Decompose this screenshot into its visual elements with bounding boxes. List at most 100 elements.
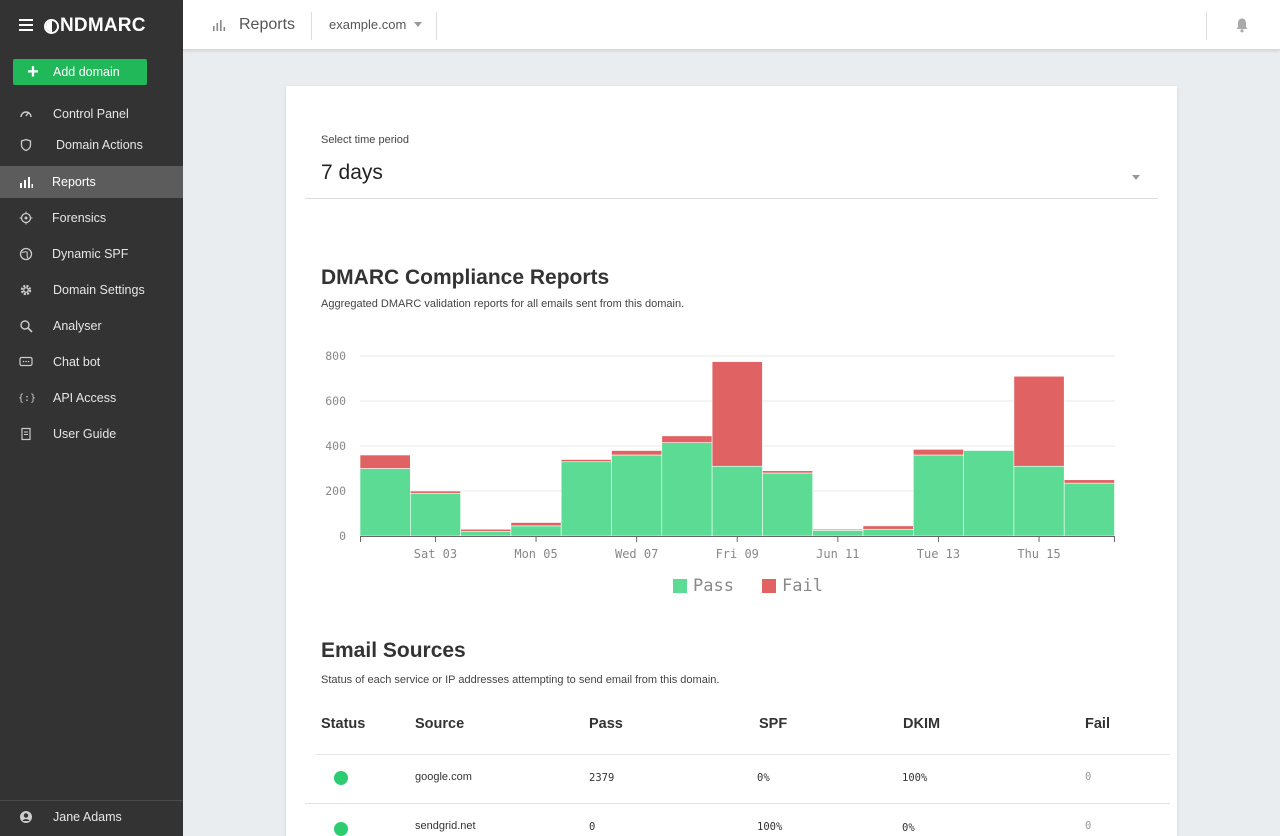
- bar-pass: [560, 461, 612, 537]
- x-tick-label: Jun 11: [816, 547, 859, 561]
- bar-fail: [359, 454, 411, 469]
- sidebar-item-control-panel[interactable]: Control Panel: [0, 98, 183, 130]
- logo-mark-icon: [44, 18, 59, 34]
- bar-chart-icon: [19, 175, 33, 189]
- column-header-source[interactable]: Source: [415, 716, 465, 732]
- sidebar-item-forensics[interactable]: Forensics: [0, 202, 183, 234]
- sidebar-item-domain-settings[interactable]: Domain Settings: [0, 274, 183, 306]
- sidebar-item-reports[interactable]: Reports: [0, 166, 183, 198]
- dmarc-compliance-chart: 0 200 400 600 800 Sat 03 Mon 05 Wed 07 Fri 09 Jun…: [325, 349, 1115, 596]
- search-icon: [19, 319, 33, 333]
- bar-fail: [1063, 479, 1115, 484]
- x-tick-label: Thu 15: [1017, 547, 1060, 561]
- user-profile[interactable]: Jane Adams: [0, 801, 183, 833]
- sidebar-item-label: Forensics: [52, 211, 107, 225]
- divider: [1206, 12, 1207, 40]
- x-tick-label: Sat 03: [414, 547, 457, 561]
- bar-pass: [711, 465, 763, 537]
- table-header-divider: [317, 754, 1170, 755]
- caret-down-icon: [1132, 175, 1140, 180]
- bar-fail: [560, 459, 612, 463]
- braces-icon: {:}: [17, 392, 37, 404]
- bar-pass: [963, 450, 1015, 537]
- sidebar-item-analyser[interactable]: Analyser: [0, 310, 183, 342]
- globe-icon: [19, 247, 33, 261]
- bar-fail: [912, 449, 964, 456]
- bar-pass: [611, 454, 663, 537]
- spf-cell: 0%: [757, 772, 770, 784]
- bar-fail: [510, 522, 562, 527]
- y-tick-label: 0: [339, 529, 346, 543]
- sidebar-divider: [0, 800, 183, 801]
- hamburger-menu-icon[interactable]: [19, 19, 33, 31]
- brand-bar: NDMARC: [0, 0, 183, 50]
- email-sources-title: Email Sources: [321, 639, 466, 662]
- bar-pass: [661, 442, 713, 537]
- bar-fail: [1013, 375, 1065, 467]
- y-tick-label: 600: [325, 394, 346, 408]
- sidebar-item-dynamic-spf[interactable]: Dynamic SPF: [0, 238, 183, 270]
- gauge-icon: [19, 107, 33, 121]
- bar-fail: [460, 528, 512, 532]
- status-indicator-icon: [334, 822, 348, 836]
- domain-selector-value: example.com: [329, 17, 407, 32]
- bell-icon[interactable]: [1234, 17, 1250, 33]
- legend-label-fail: Fail: [782, 576, 823, 596]
- sidebar-item-label: Domain Settings: [53, 283, 145, 297]
- book-icon: [19, 427, 33, 441]
- legend-swatch-pass: [673, 579, 687, 593]
- column-header-status[interactable]: Status: [321, 716, 366, 732]
- fail-cell: 0: [1085, 820, 1092, 832]
- fail-cell: 0: [1085, 771, 1092, 783]
- source-cell: google.com: [415, 771, 472, 783]
- time-period-value: 7 days: [321, 161, 383, 184]
- table-row[interactable]: sendgrid.net 0 100% 0% 0: [286, 804, 1177, 836]
- sidebar-item-label: Control Panel: [53, 107, 129, 121]
- column-header-dkim[interactable]: DKIM: [903, 716, 941, 732]
- table-row[interactable]: google.com 2379 0% 100% 0: [286, 755, 1177, 803]
- source-cell: sendgrid.net: [415, 820, 476, 832]
- y-tick-label: 400: [325, 439, 346, 453]
- sidebar: NDMARC + Add domain Control Panel Domain…: [0, 0, 183, 836]
- x-tick-label: Fri 09: [716, 547, 759, 561]
- status-indicator-icon: [334, 771, 348, 785]
- bar-fail: [762, 470, 813, 474]
- time-period-select[interactable]: 7 days: [305, 154, 1158, 199]
- bar-pass: [1063, 482, 1115, 537]
- sidebar-item-chat-bot[interactable]: Chat bot: [0, 346, 183, 378]
- column-header-pass[interactable]: Pass: [589, 716, 623, 732]
- domain-selector[interactable]: example.com: [329, 17, 423, 32]
- pass-cell: 2379: [589, 772, 615, 784]
- x-tick-label: Wed 07: [615, 547, 658, 561]
- dmarc-title: DMARC Compliance Reports: [321, 266, 610, 289]
- logo[interactable]: NDMARC: [44, 15, 146, 37]
- sidebar-item-domain-actions[interactable]: Domain Actions: [0, 129, 183, 161]
- bar-pass: [912, 454, 964, 537]
- dmarc-subtitle: Aggregated DMARC validation reports for …: [321, 298, 685, 310]
- bar-pass: [410, 492, 461, 537]
- column-header-fail[interactable]: Fail: [1085, 716, 1110, 732]
- bar-pass: [812, 530, 864, 537]
- divider: [311, 12, 312, 40]
- sidebar-item-api-access[interactable]: {:} API Access: [0, 382, 183, 414]
- legend-swatch-fail: [762, 579, 776, 593]
- plus-icon: +: [27, 61, 39, 83]
- add-domain-label: Add domain: [53, 65, 120, 79]
- table-row-divider: [305, 803, 1170, 804]
- user-name: Jane Adams: [53, 810, 122, 824]
- sidebar-item-label: API Access: [53, 391, 117, 405]
- column-header-spf[interactable]: SPF: [759, 716, 788, 732]
- bar-pass: [1013, 465, 1065, 537]
- sidebar-item-user-guide[interactable]: User Guide: [0, 418, 183, 450]
- sidebar-item-label: Reports: [52, 175, 96, 189]
- sidebar-item-label: Dynamic SPF: [52, 247, 129, 261]
- legend-label-pass: Pass: [693, 576, 734, 596]
- pass-cell: 0: [589, 821, 596, 833]
- time-period-label: Select time period: [321, 134, 410, 146]
- add-domain-button[interactable]: + Add domain: [13, 59, 147, 85]
- target-icon: [19, 211, 33, 225]
- bar-fail: [611, 450, 663, 456]
- bar-fail: [812, 528, 864, 531]
- bar-pass: [762, 472, 813, 537]
- y-tick-label: 200: [325, 484, 346, 498]
